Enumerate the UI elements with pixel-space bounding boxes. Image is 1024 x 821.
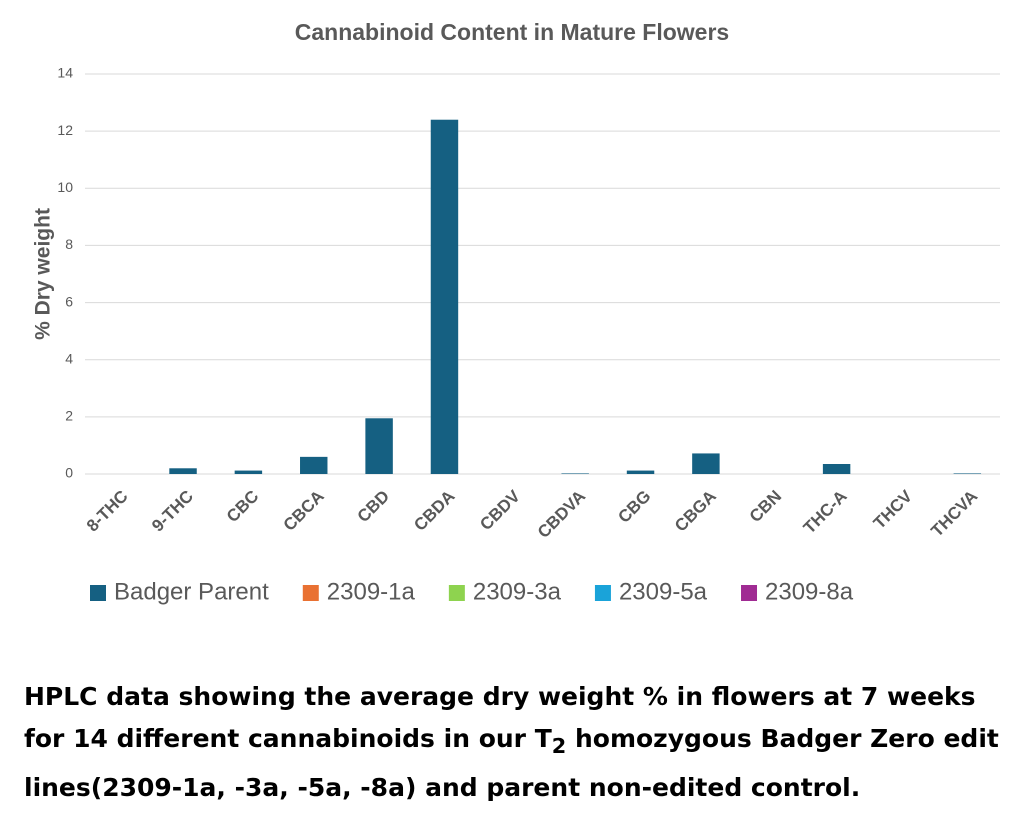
bar	[430, 119, 459, 474]
x-tick-label: CBDV	[476, 486, 524, 534]
x-tick-label: CBCA	[280, 487, 328, 535]
legend-swatch	[741, 585, 758, 601]
bar	[626, 470, 655, 474]
y-tick-label: 4	[65, 350, 73, 366]
x-tick-label: CBDA	[410, 487, 458, 535]
x-tick-label: THC-A	[800, 487, 851, 538]
legend-label: 2309-5a	[619, 578, 708, 605]
x-tick-label: 9-THC	[148, 487, 197, 536]
x-tick-label: CBC	[223, 487, 262, 526]
legend-label: 2309-8a	[765, 578, 854, 605]
bar	[300, 456, 328, 474]
legend-swatch	[302, 585, 319, 601]
x-tick-label: THCV	[870, 486, 917, 533]
x-tick-label: CBG	[614, 487, 654, 527]
legend-label: 2309-3a	[473, 578, 562, 605]
bar	[561, 473, 589, 474]
bar	[365, 418, 393, 474]
x-tick-label: CBD	[354, 487, 393, 526]
x-tick-label: CBDVA	[534, 487, 589, 542]
y-tick-label: 8	[65, 236, 73, 252]
legend-swatch	[448, 585, 465, 601]
caption: HPLC data showing the average dry weight…	[24, 676, 1004, 809]
chart: Cannabinoid Content in Mature Flowers % …	[32, 19, 1000, 605]
y-tick-label: 2	[65, 408, 73, 424]
x-tick-label: CBGA	[671, 487, 720, 536]
legend-label: 2309-1a	[327, 578, 416, 605]
y-tick-label: 14	[57, 65, 73, 81]
caption-text: HPLC data showing the average dry weight…	[24, 682, 976, 753]
bar	[234, 470, 263, 474]
bar	[953, 473, 982, 474]
y-axis-label: % Dry weight	[32, 208, 55, 340]
y-tick-label: 10	[57, 179, 73, 195]
caption-subscript: 2	[551, 734, 567, 758]
bar	[169, 468, 197, 474]
legend-swatch	[594, 585, 611, 601]
y-tick-label: 12	[57, 122, 73, 138]
y-tick-label: 0	[65, 465, 73, 481]
chart-title: Cannabinoid Content in Mature Flowers	[295, 19, 729, 45]
legend-swatch	[90, 585, 106, 601]
bar	[692, 453, 720, 474]
x-tick-label: 8-THC	[83, 487, 132, 536]
x-tick-label: THCVA	[927, 487, 981, 541]
bar	[822, 464, 851, 474]
caption-text: homozygous Badger Zero edit lines(2309-1…	[24, 724, 999, 802]
legend-label: Badger Parent	[114, 578, 269, 605]
y-tick-label: 6	[65, 293, 73, 309]
x-tick-label: CBN	[746, 487, 785, 526]
